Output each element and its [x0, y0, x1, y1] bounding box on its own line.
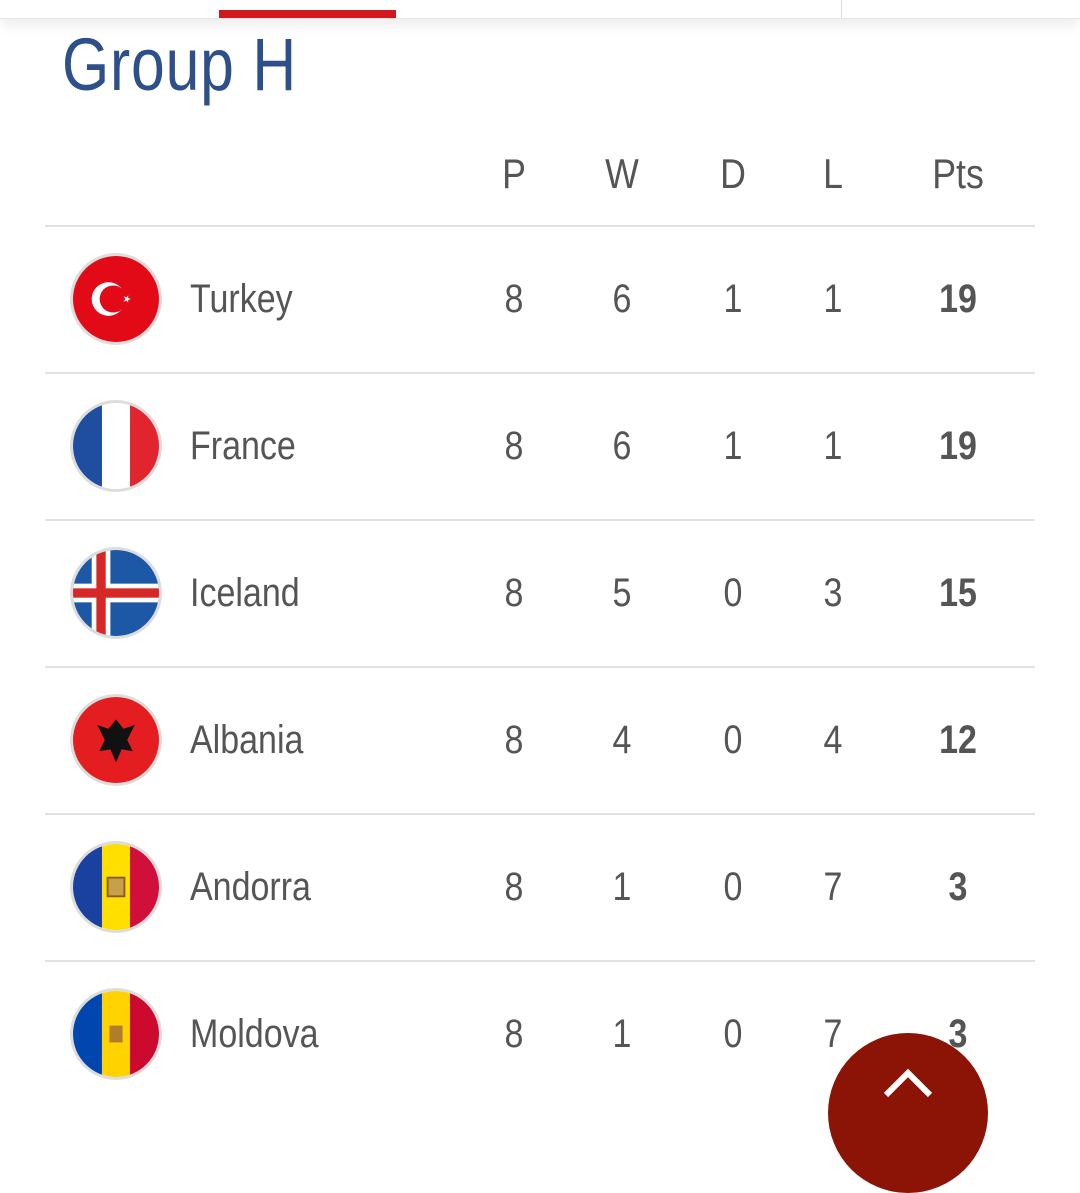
iceland-flag-icon — [70, 547, 162, 639]
table-row[interactable]: Iceland 8 5 0 3 15 — [45, 519, 1035, 668]
stat-p: 8 — [504, 865, 524, 909]
andorra-flag-icon — [70, 841, 162, 933]
team-name[interactable]: Albania — [190, 718, 304, 762]
stat-p: 8 — [504, 1012, 524, 1056]
group-title: Group H — [62, 23, 298, 106]
scroll-top-button[interactable] — [828, 1033, 988, 1193]
stat-pts: 15 — [939, 571, 977, 615]
stat-w: 1 — [612, 1012, 632, 1056]
france-flag-icon — [70, 400, 162, 492]
table-row[interactable]: France 8 6 1 1 19 — [45, 372, 1035, 521]
stat-d: 1 — [723, 424, 743, 468]
moldova-flag-icon — [70, 988, 162, 1080]
team-name[interactable]: France — [190, 424, 296, 468]
stat-p: 8 — [504, 718, 524, 762]
stat-d: 0 — [723, 865, 743, 909]
stat-pts: 19 — [939, 424, 977, 468]
albania-flag-icon — [70, 694, 162, 786]
active-tab-indicator[interactable] — [219, 10, 396, 18]
table-row[interactable]: Andorra 8 1 0 7 3 — [45, 813, 1035, 962]
stat-l: 7 — [823, 865, 843, 909]
stat-l: 1 — [823, 424, 843, 468]
stat-l: 3 — [823, 571, 843, 615]
stat-pts: 3 — [948, 1012, 968, 1056]
stat-w: 1 — [612, 865, 632, 909]
stat-pts: 19 — [939, 277, 977, 321]
team-name[interactable]: Moldova — [190, 1012, 319, 1056]
stat-w: 5 — [612, 571, 632, 615]
tab-bar — [0, 0, 1080, 19]
team-name[interactable]: Andorra — [190, 865, 311, 909]
chevron-up-icon — [883, 1068, 933, 1098]
stat-pts: 3 — [948, 865, 968, 909]
stat-p: 8 — [504, 277, 524, 321]
stat-pts: 12 — [939, 718, 977, 762]
stat-w: 6 — [612, 277, 632, 321]
team-name[interactable]: Iceland — [190, 571, 300, 615]
stat-w: 6 — [612, 424, 632, 468]
tab-divider — [841, 0, 842, 18]
table-row[interactable]: Moldova 8 1 0 7 3 — [45, 960, 1035, 1109]
stat-d: 0 — [723, 718, 743, 762]
column-header-l: L — [823, 150, 843, 197]
stat-p: 8 — [504, 424, 524, 468]
table-row[interactable]: Albania 8 4 0 4 12 — [45, 666, 1035, 815]
column-header-pts: Pts — [932, 150, 984, 197]
team-name[interactable]: Turkey — [190, 277, 293, 321]
stat-l: 1 — [823, 277, 843, 321]
column-header-w: W — [605, 150, 639, 197]
stat-l: 4 — [823, 718, 843, 762]
column-header-p: P — [502, 150, 526, 197]
stat-d: 0 — [723, 1012, 743, 1056]
stat-d: 0 — [723, 571, 743, 615]
stat-w: 4 — [612, 718, 632, 762]
stat-l: 7 — [823, 1012, 843, 1056]
stat-d: 1 — [723, 277, 743, 321]
stat-p: 8 — [504, 571, 524, 615]
table-row[interactable]: Turkey 8 6 1 1 19 — [45, 225, 1035, 374]
turkey-flag-icon — [70, 253, 162, 345]
column-header-d: D — [720, 150, 746, 197]
